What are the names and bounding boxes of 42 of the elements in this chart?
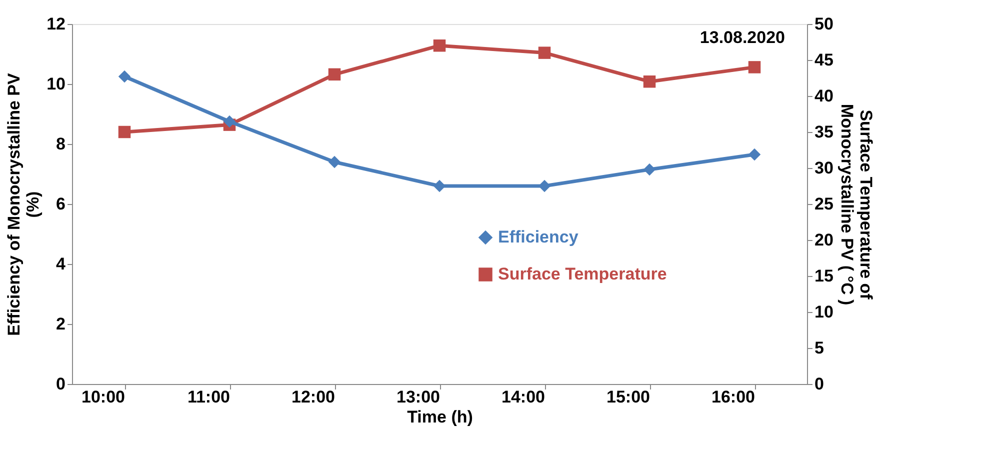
point: [118, 126, 131, 138]
y2-tick-label: 20: [814, 230, 834, 250]
point: [643, 163, 656, 176]
x-tick-label: 11:00: [187, 388, 230, 406]
point: [643, 75, 656, 88]
y2-tick-label: 40: [814, 86, 834, 106]
point: [328, 68, 341, 81]
point: [433, 39, 446, 52]
point: [328, 156, 341, 168]
point: [118, 70, 131, 83]
x-tick-label: 15:00: [606, 388, 650, 406]
x-tick-label: 16:00: [712, 388, 755, 406]
y2-tick-label: 30: [814, 158, 834, 178]
y2-axis-title: Surface Temperature of Monocrystalline PV ( °C ): [837, 104, 876, 306]
y-tick-label: 8: [56, 134, 66, 154]
x-tick-label: 12:00: [292, 388, 335, 406]
y-tick-label: 10: [46, 74, 66, 94]
y2-tick-label: 5: [814, 338, 824, 358]
y-tick-label: 2: [56, 314, 66, 334]
y2-tick-label: 35: [814, 122, 834, 142]
x-tick-label: 10:00: [82, 388, 125, 406]
y2-tick-label: 50: [814, 14, 834, 34]
y-tick-label: 4: [56, 254, 66, 274]
y2-tick-label: 15: [814, 266, 834, 286]
y-axis-title: Efficiency of Monocrystalline PV (%): [4, 72, 43, 336]
legend-label: Surface Temperature: [498, 264, 667, 284]
x-tick-label: 14:00: [502, 388, 545, 406]
point: [223, 115, 236, 128]
legend-label: Efficiency: [498, 228, 579, 246]
point: [748, 148, 761, 161]
y2-tick-label: 25: [814, 194, 834, 214]
annotation: 13.08.2020: [700, 28, 785, 47]
point: [538, 46, 551, 59]
x-axis-title: Time (h): [407, 408, 473, 426]
y-tick-label: 0: [56, 374, 66, 394]
y-tick-label: 12: [46, 14, 66, 34]
y2-tick-label: 10: [814, 302, 834, 322]
y-tick-label: 6: [56, 194, 66, 214]
x-tick-label: 13:00: [396, 388, 440, 406]
point: [748, 61, 761, 74]
y2-tick-label: 45: [814, 50, 834, 70]
y2-tick-label: 0: [814, 374, 824, 394]
